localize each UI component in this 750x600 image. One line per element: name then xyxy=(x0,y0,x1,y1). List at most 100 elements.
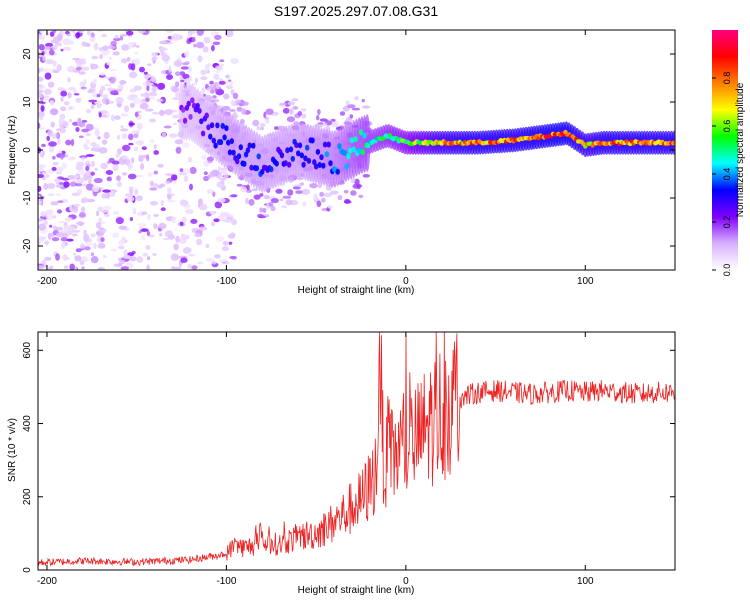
spectrogram-noise-blob xyxy=(115,153,120,158)
spectrogram-noise-blob xyxy=(110,114,115,122)
spectrogram-noise-blob xyxy=(145,97,150,102)
spectrogram-ridge-cell xyxy=(249,164,254,171)
spectrogram-noise-blob xyxy=(45,59,55,65)
spectrogram-noise-blob xyxy=(164,109,173,116)
spectrogram-noise-blob xyxy=(101,209,110,213)
spectrogram-noise-blob xyxy=(101,193,109,199)
spectrogram-noise-blob xyxy=(85,242,94,246)
spectrogram-ridge-cell xyxy=(206,124,211,131)
spectrogram-noise-blob xyxy=(259,126,265,131)
spectrogram-noise-blob xyxy=(45,213,55,221)
spectrogram-noise-blob xyxy=(191,82,198,86)
spectrogram-noise-blob xyxy=(100,237,105,242)
spectrogram-ridge-cell xyxy=(335,168,340,175)
spectrogram-noise-blob xyxy=(117,245,125,250)
spectrogram-noise-blob xyxy=(63,181,70,188)
snr-plot-area xyxy=(38,332,675,570)
spectrogram-noise-blob xyxy=(343,189,349,194)
spectrogram-noise-blob xyxy=(190,218,198,224)
spectrogram-noise-blob xyxy=(51,166,57,171)
spectrogram-noise-blob xyxy=(137,30,146,34)
spectrogram-noise-blob xyxy=(78,135,84,139)
spectrogram-noise-blob xyxy=(128,142,134,146)
spectrogram-noise-blob xyxy=(58,221,66,224)
spectrogram-noise-blob xyxy=(61,162,67,170)
spectrogram-noise-blob xyxy=(63,225,70,233)
spectrogram-noise-blob xyxy=(48,49,55,56)
snr-x-ticks: -200 -100 0 100 xyxy=(37,332,594,587)
spectrogram-noise-blob xyxy=(316,114,320,121)
spectrogram-noise-blob xyxy=(83,143,88,148)
spectrogram-ridge-cell xyxy=(236,153,242,160)
spectrogram-ridge-cell xyxy=(211,137,216,144)
spectrogram-ridge-cell xyxy=(283,160,288,167)
spectrogram-y-tick-label: -10 xyxy=(22,190,33,205)
spectrogram-noise-blob xyxy=(134,51,139,55)
spectrogram-noise-blob xyxy=(216,83,221,90)
spectrogram-noise-blob xyxy=(194,232,201,237)
spectrogram-noise-blob xyxy=(57,33,63,41)
spectrogram-noise-blob xyxy=(86,198,96,203)
spectrogram-noise-blob xyxy=(120,266,129,270)
spectrogram-noise-blob xyxy=(215,70,221,74)
spectrogram-noise-blob xyxy=(113,37,121,42)
spectrogram-noise-blob xyxy=(158,109,165,116)
spectrogram-noise-blob xyxy=(168,65,172,73)
spectrogram-x-tick-label: 100 xyxy=(577,276,594,287)
spectrogram-noise-blob xyxy=(139,66,145,73)
spectrogram-noise-blob xyxy=(60,106,67,112)
spectrogram-ridge-cell xyxy=(204,112,209,119)
spectrogram-noise-blob xyxy=(174,71,181,76)
spectrogram-noise-blob xyxy=(120,128,129,132)
spectrogram-noise-blob xyxy=(141,235,146,241)
spectrogram-noise-blob xyxy=(124,158,131,166)
spectrogram-noise-blob xyxy=(104,83,112,87)
spectrogram-noise-blob xyxy=(49,100,54,104)
spectrogram-noise-blob xyxy=(57,200,64,203)
spectrogram-noise-blob xyxy=(75,221,85,226)
spectrogram-noise-blob xyxy=(156,98,164,102)
spectrogram-noise-blob xyxy=(81,41,87,46)
spectrogram-noise-blob xyxy=(54,42,63,47)
spectrogram-noise-blob xyxy=(165,30,174,33)
spectrogram-ridge-cell xyxy=(254,165,260,172)
spectrogram-noise-blob xyxy=(146,256,151,261)
spectrogram-noise-blob xyxy=(69,204,73,212)
snr-x-label: Height of straight line (km) xyxy=(298,585,415,596)
spectrogram-noise-blob xyxy=(187,253,196,257)
spectrogram-noise-blob xyxy=(205,243,210,249)
spectrogram-ridge-cell xyxy=(303,155,308,162)
spectrogram-noise-blob xyxy=(162,40,168,44)
spectrogram-noise-blob xyxy=(85,154,95,157)
spectrogram-noise-blob xyxy=(126,56,131,62)
spectrogram-noise-blob xyxy=(50,121,55,128)
spectrogram-ridge-cell xyxy=(251,142,256,149)
spectrogram-ridge-cell xyxy=(235,158,240,165)
spectrogram-noise-blob xyxy=(158,222,167,230)
spectrogram-noise-blob xyxy=(209,80,214,85)
spectrogram-noise-blob xyxy=(90,256,99,264)
spectrogram-noise-blob xyxy=(81,266,85,270)
spectrogram-noise-blob xyxy=(77,188,83,195)
spectrogram-noise-blob xyxy=(221,168,227,175)
spectrogram-noise-blob xyxy=(72,252,77,256)
spectrogram-noise-blob xyxy=(68,87,76,91)
spectrogram-ridge-cell xyxy=(294,142,299,149)
spectrogram-noise-blob xyxy=(87,238,92,243)
spectrogram-noise-blob xyxy=(297,111,303,116)
spectrogram-noise-blob xyxy=(93,177,103,184)
spectrogram-noise-blob xyxy=(120,113,129,117)
spectrogram-noise-blob xyxy=(229,109,236,112)
spectrogram-noise-blob xyxy=(52,69,60,74)
spectrogram-noise-blob xyxy=(67,66,76,73)
spectrogram-ridge-cell xyxy=(224,125,229,132)
spectrogram-noise-blob xyxy=(133,85,142,91)
spectrogram-noise-blob xyxy=(43,256,52,261)
spectrogram-noise-blob xyxy=(67,175,76,180)
spectrogram-noise-blob xyxy=(97,267,105,270)
spectrogram-noise-blob xyxy=(274,126,279,130)
spectrogram-noise-blob xyxy=(73,174,80,179)
spectrogram-y-tick-label: -20 xyxy=(22,238,33,253)
spectrogram-noise-blob xyxy=(239,186,247,193)
spectrogram-noise-blob xyxy=(148,91,158,97)
